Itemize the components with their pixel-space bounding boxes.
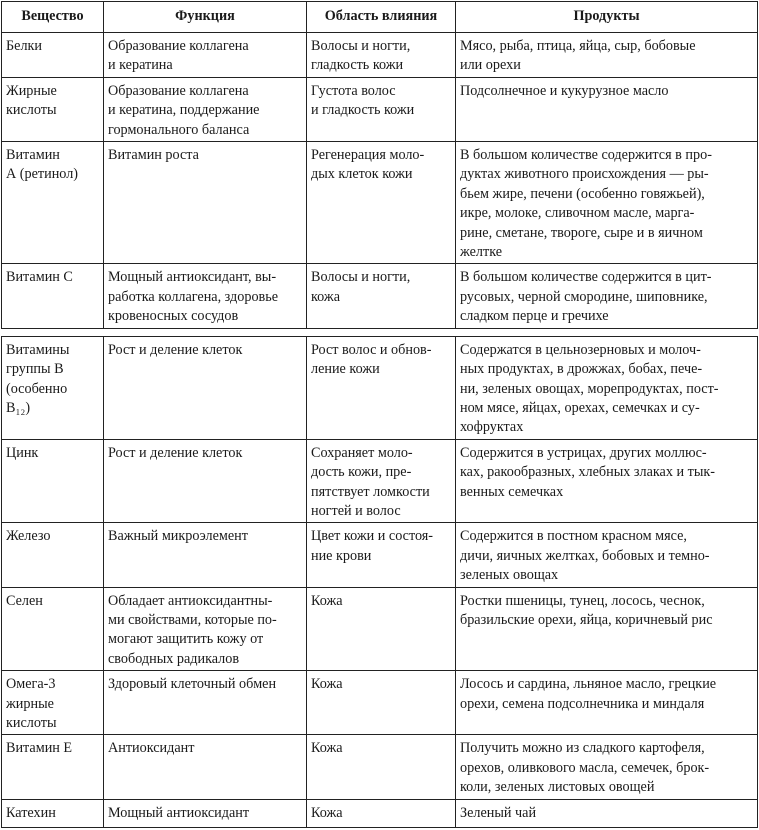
- table-row: Катехин Мощный антиоксидант Кожа Зеленый ча…: [1, 798, 758, 828]
- cell-area: Волосы и ногти, кожа: [306, 263, 456, 329]
- cell-area: Волосы и ногти, гладкость кожи: [306, 32, 456, 78]
- cell-area: Густота волос и гладкость кожи: [306, 76, 456, 143]
- table-row: Омега-3 жирные кислоты Здоровый клеточный…: [1, 670, 758, 736]
- cell-products: Лосось и сардина, льняное масло, грецкие…: [455, 670, 758, 736]
- table-row: Селен Обладает антиоксидантны- ми свойств…: [1, 586, 758, 672]
- cell-substance: Жирные кислоты: [1, 76, 104, 143]
- cell-products: Содержится в устрицах, других моллюс- ка…: [455, 438, 758, 524]
- cell-function: Рост и деление клеток: [103, 438, 307, 524]
- table-row: Жирные кислоты Образование коллагена и ке…: [1, 76, 758, 143]
- table-row: Железо Важный микроэлемент Цвет кожи и сос…: [1, 522, 758, 588]
- cell-products: Мясо, рыба, птица, яйца, сыр, бобовые ил…: [455, 32, 758, 78]
- nutrients-table-part-1: Вещество Функция Область влияния Продукт…: [1, 1, 758, 329]
- cell-area: Кожа: [306, 798, 456, 828]
- header-substance: Вещество: [1, 1, 104, 33]
- cell-products: Подсолнечное и кукурузное масло: [455, 76, 758, 143]
- cell-function: Важный микроэлемент: [103, 522, 307, 588]
- cell-function: Образование коллагена и кератина: [103, 32, 307, 78]
- cell-substance: Селен: [1, 586, 104, 672]
- cell-products: Содержится в постном красном мясе, дичи,…: [455, 522, 758, 588]
- nutrients-table-part-2: Витамины группы В (особенно В₁₂) Рост и д…: [1, 335, 758, 828]
- cell-function: Мощный антиоксидант: [103, 798, 307, 828]
- cell-area: Кожа: [306, 670, 456, 736]
- cell-area: Рост волос и обнов- ление кожи: [306, 335, 456, 440]
- header-row: Вещество Функция Область влияния Продукт…: [1, 1, 758, 33]
- cell-substance: Катехин: [1, 798, 104, 828]
- header-function: Функция: [103, 1, 307, 33]
- cell-area: Регенерация моло- дых клеток кожи: [306, 141, 456, 265]
- table-row: Белки Образование коллагена и кератина Вол…: [1, 32, 758, 78]
- cell-products: Содержатся в цельнозерновых и молоч- ных…: [455, 335, 758, 440]
- header-area: Область влияния: [306, 1, 456, 33]
- cell-products: В большом количестве содержится в про- д…: [455, 141, 758, 265]
- cell-area: Сохраняет моло- дость кожи, пре- пятству…: [306, 438, 456, 524]
- cell-function: Образование коллагена и кератина, поддер…: [103, 76, 307, 143]
- cell-substance: Цинк: [1, 438, 104, 524]
- cell-function: Обладает антиоксидантны- ми свойствами, …: [103, 586, 307, 672]
- cell-products: Ростки пшеницы, тунец, лосось, чеснок, б…: [455, 586, 758, 672]
- cell-function: Мощный антиоксидант, вы- работка коллаге…: [103, 263, 307, 329]
- cell-area: Кожа: [306, 586, 456, 672]
- cell-substance: Белки: [1, 32, 104, 78]
- table-row: Витамин А (ретинол) Витамин роста Регенера…: [1, 141, 758, 265]
- cell-substance: Омега-3 жирные кислоты: [1, 670, 104, 736]
- cell-area: Цвет кожи и состоя- ние крови: [306, 522, 456, 588]
- cell-function: Рост и деление клеток: [103, 335, 307, 440]
- cell-substance: Железо: [1, 522, 104, 588]
- table-row: Цинк Рост и деление клеток Сохраняет моло-…: [1, 438, 758, 524]
- cell-substance: Витамин С: [1, 263, 104, 329]
- cell-products: Зеленый чай: [455, 798, 758, 828]
- cell-products: В большом количестве содержится в цит- р…: [455, 263, 758, 329]
- cell-function: Витамин роста: [103, 141, 307, 265]
- cell-substance: Витамины группы В (особенно В₁₂): [1, 335, 104, 440]
- table-row: Витамин С Мощный антиоксидант, вы- работк…: [1, 263, 758, 329]
- cell-function: Здоровый клеточный обмен: [103, 670, 307, 736]
- cell-substance: Витамин А (ретинол): [1, 141, 104, 265]
- table-row: Витамины группы В (особенно В₁₂) Рост и д…: [1, 335, 758, 440]
- header-products: Продукты: [455, 1, 758, 33]
